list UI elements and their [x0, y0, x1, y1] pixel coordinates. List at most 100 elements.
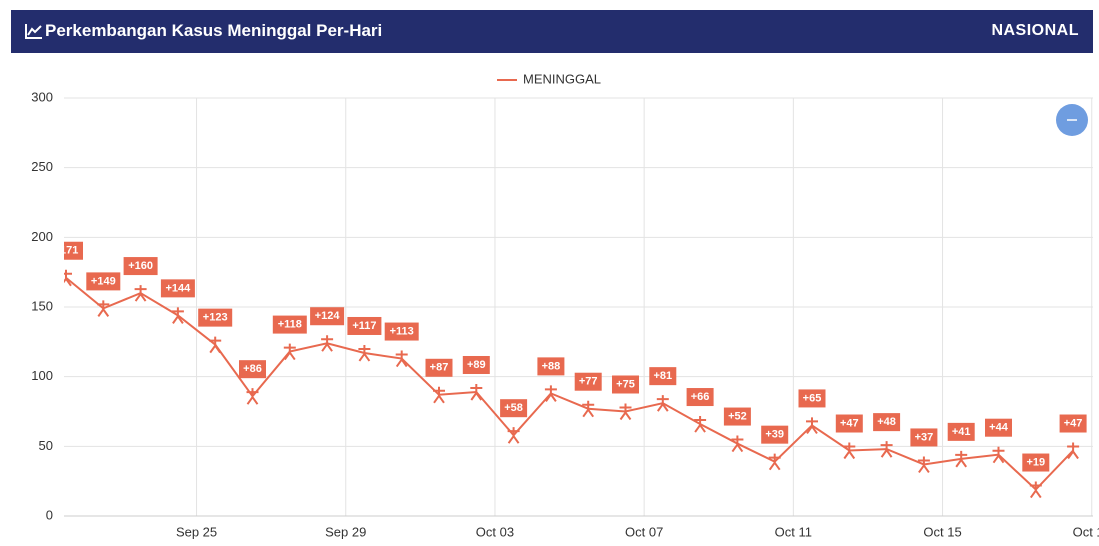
value-label-box	[798, 389, 826, 408]
marker	[395, 350, 408, 368]
value-label-box	[425, 358, 453, 377]
marker	[246, 388, 259, 405]
value-label: +149	[91, 275, 116, 287]
x-tick-label: Oct 03	[476, 524, 514, 539]
marker	[619, 403, 632, 421]
header: Perkembangan Kasus Meninggal Per-Hari NA…	[11, 10, 1093, 53]
value-label-box	[947, 422, 975, 441]
y-tick-label: 150	[31, 298, 53, 313]
value-label-box	[723, 407, 751, 426]
y-tick-label: 300	[31, 89, 53, 104]
marker	[544, 385, 557, 402]
value-label-box	[500, 399, 528, 418]
value-label-box	[239, 360, 266, 379]
y-tick-label: 50	[39, 438, 53, 453]
value-label-box	[761, 425, 789, 444]
value-label: +89	[467, 359, 486, 371]
marker	[768, 453, 781, 471]
marker	[433, 386, 445, 404]
value-label-box	[384, 322, 419, 341]
value-label: +77	[579, 376, 598, 388]
value-label-box	[649, 367, 677, 386]
value-label-box	[574, 372, 602, 391]
value-label-box	[272, 315, 307, 334]
value-label: +171	[54, 245, 79, 257]
value-label: +66	[691, 391, 710, 403]
marker	[64, 269, 72, 287]
y-tick-label: 100	[31, 368, 53, 383]
value-label: +41	[952, 426, 971, 438]
value-label-box	[310, 307, 345, 326]
value-label-box	[1022, 453, 1050, 472]
value-label-box	[86, 272, 121, 291]
value-label: +123	[203, 312, 228, 324]
value-label: +144	[166, 282, 192, 294]
marker	[806, 417, 818, 435]
marker	[171, 307, 184, 324]
marker	[358, 344, 371, 362]
region: NASIONAL	[991, 22, 1079, 39]
x-tick-label: Sep 29	[325, 524, 366, 539]
value-label: +81	[653, 370, 672, 382]
x-tick-label: Sep 25	[176, 524, 217, 539]
marker	[134, 285, 147, 302]
x-tick-label: Oct 15	[923, 524, 961, 539]
marker	[97, 300, 110, 317]
x-tick-label: Oct 19	[1073, 524, 1099, 539]
marker	[470, 383, 483, 401]
value-label-box	[198, 308, 233, 327]
line	[65, 276, 1074, 491]
value-label: +87	[430, 362, 449, 374]
y-tick-label: 250	[31, 159, 53, 174]
value-label-box	[835, 414, 863, 433]
marker	[656, 395, 669, 412]
x-tick-label: Oct 07	[625, 524, 663, 539]
value-label: +47	[1064, 417, 1083, 429]
value-label: +52	[728, 410, 747, 422]
value-label: +44	[989, 422, 1009, 434]
marker	[694, 416, 707, 433]
value-label: +65	[803, 392, 822, 404]
marker	[917, 456, 930, 474]
value-label: +19	[1026, 456, 1045, 468]
chart-icon	[25, 24, 42, 39]
value-label-box	[462, 355, 490, 374]
marker	[582, 400, 595, 418]
value-label: +86	[243, 363, 262, 375]
marker	[507, 427, 520, 444]
value-label: +75	[616, 378, 635, 390]
marker	[955, 450, 968, 468]
value-label: +39	[765, 429, 784, 441]
marker	[992, 446, 1005, 464]
value-label-box	[347, 316, 382, 335]
value-label: +117	[352, 320, 376, 332]
value-label: +88	[542, 360, 561, 372]
value-label-box	[1059, 414, 1087, 433]
value-label: +118	[278, 318, 302, 330]
value-label: +124	[315, 310, 341, 322]
value-label-box	[64, 241, 83, 260]
legend-label: MENINGGAL	[523, 71, 601, 86]
y-tick-label: 0	[46, 507, 53, 522]
x-tick-label: Oct 11	[775, 524, 812, 539]
marker	[321, 335, 334, 352]
value-label-box	[537, 357, 565, 376]
header-title: Perkembangan Kasus Meninggal Per-Hari	[45, 21, 383, 40]
value-label: +47	[840, 417, 859, 429]
plot: +171 +149 +160 +144 +123 +86 +118 +124 +117 +113 +…	[54, 241, 1087, 499]
marker	[731, 435, 744, 453]
y-tick-label: 200	[31, 229, 53, 244]
marker	[209, 336, 222, 354]
value-label: +58	[504, 402, 523, 414]
value-label: +37	[915, 431, 934, 443]
marker	[1029, 481, 1042, 499]
marker	[1067, 442, 1080, 460]
value-label-box	[873, 413, 901, 432]
marker	[843, 442, 856, 460]
value-label-box	[910, 428, 938, 447]
value-label: +48	[877, 416, 896, 428]
header-title-wrap: Perkembangan Kasus Meninggal Per-Hari	[25, 21, 382, 41]
value-label-box	[123, 257, 158, 276]
